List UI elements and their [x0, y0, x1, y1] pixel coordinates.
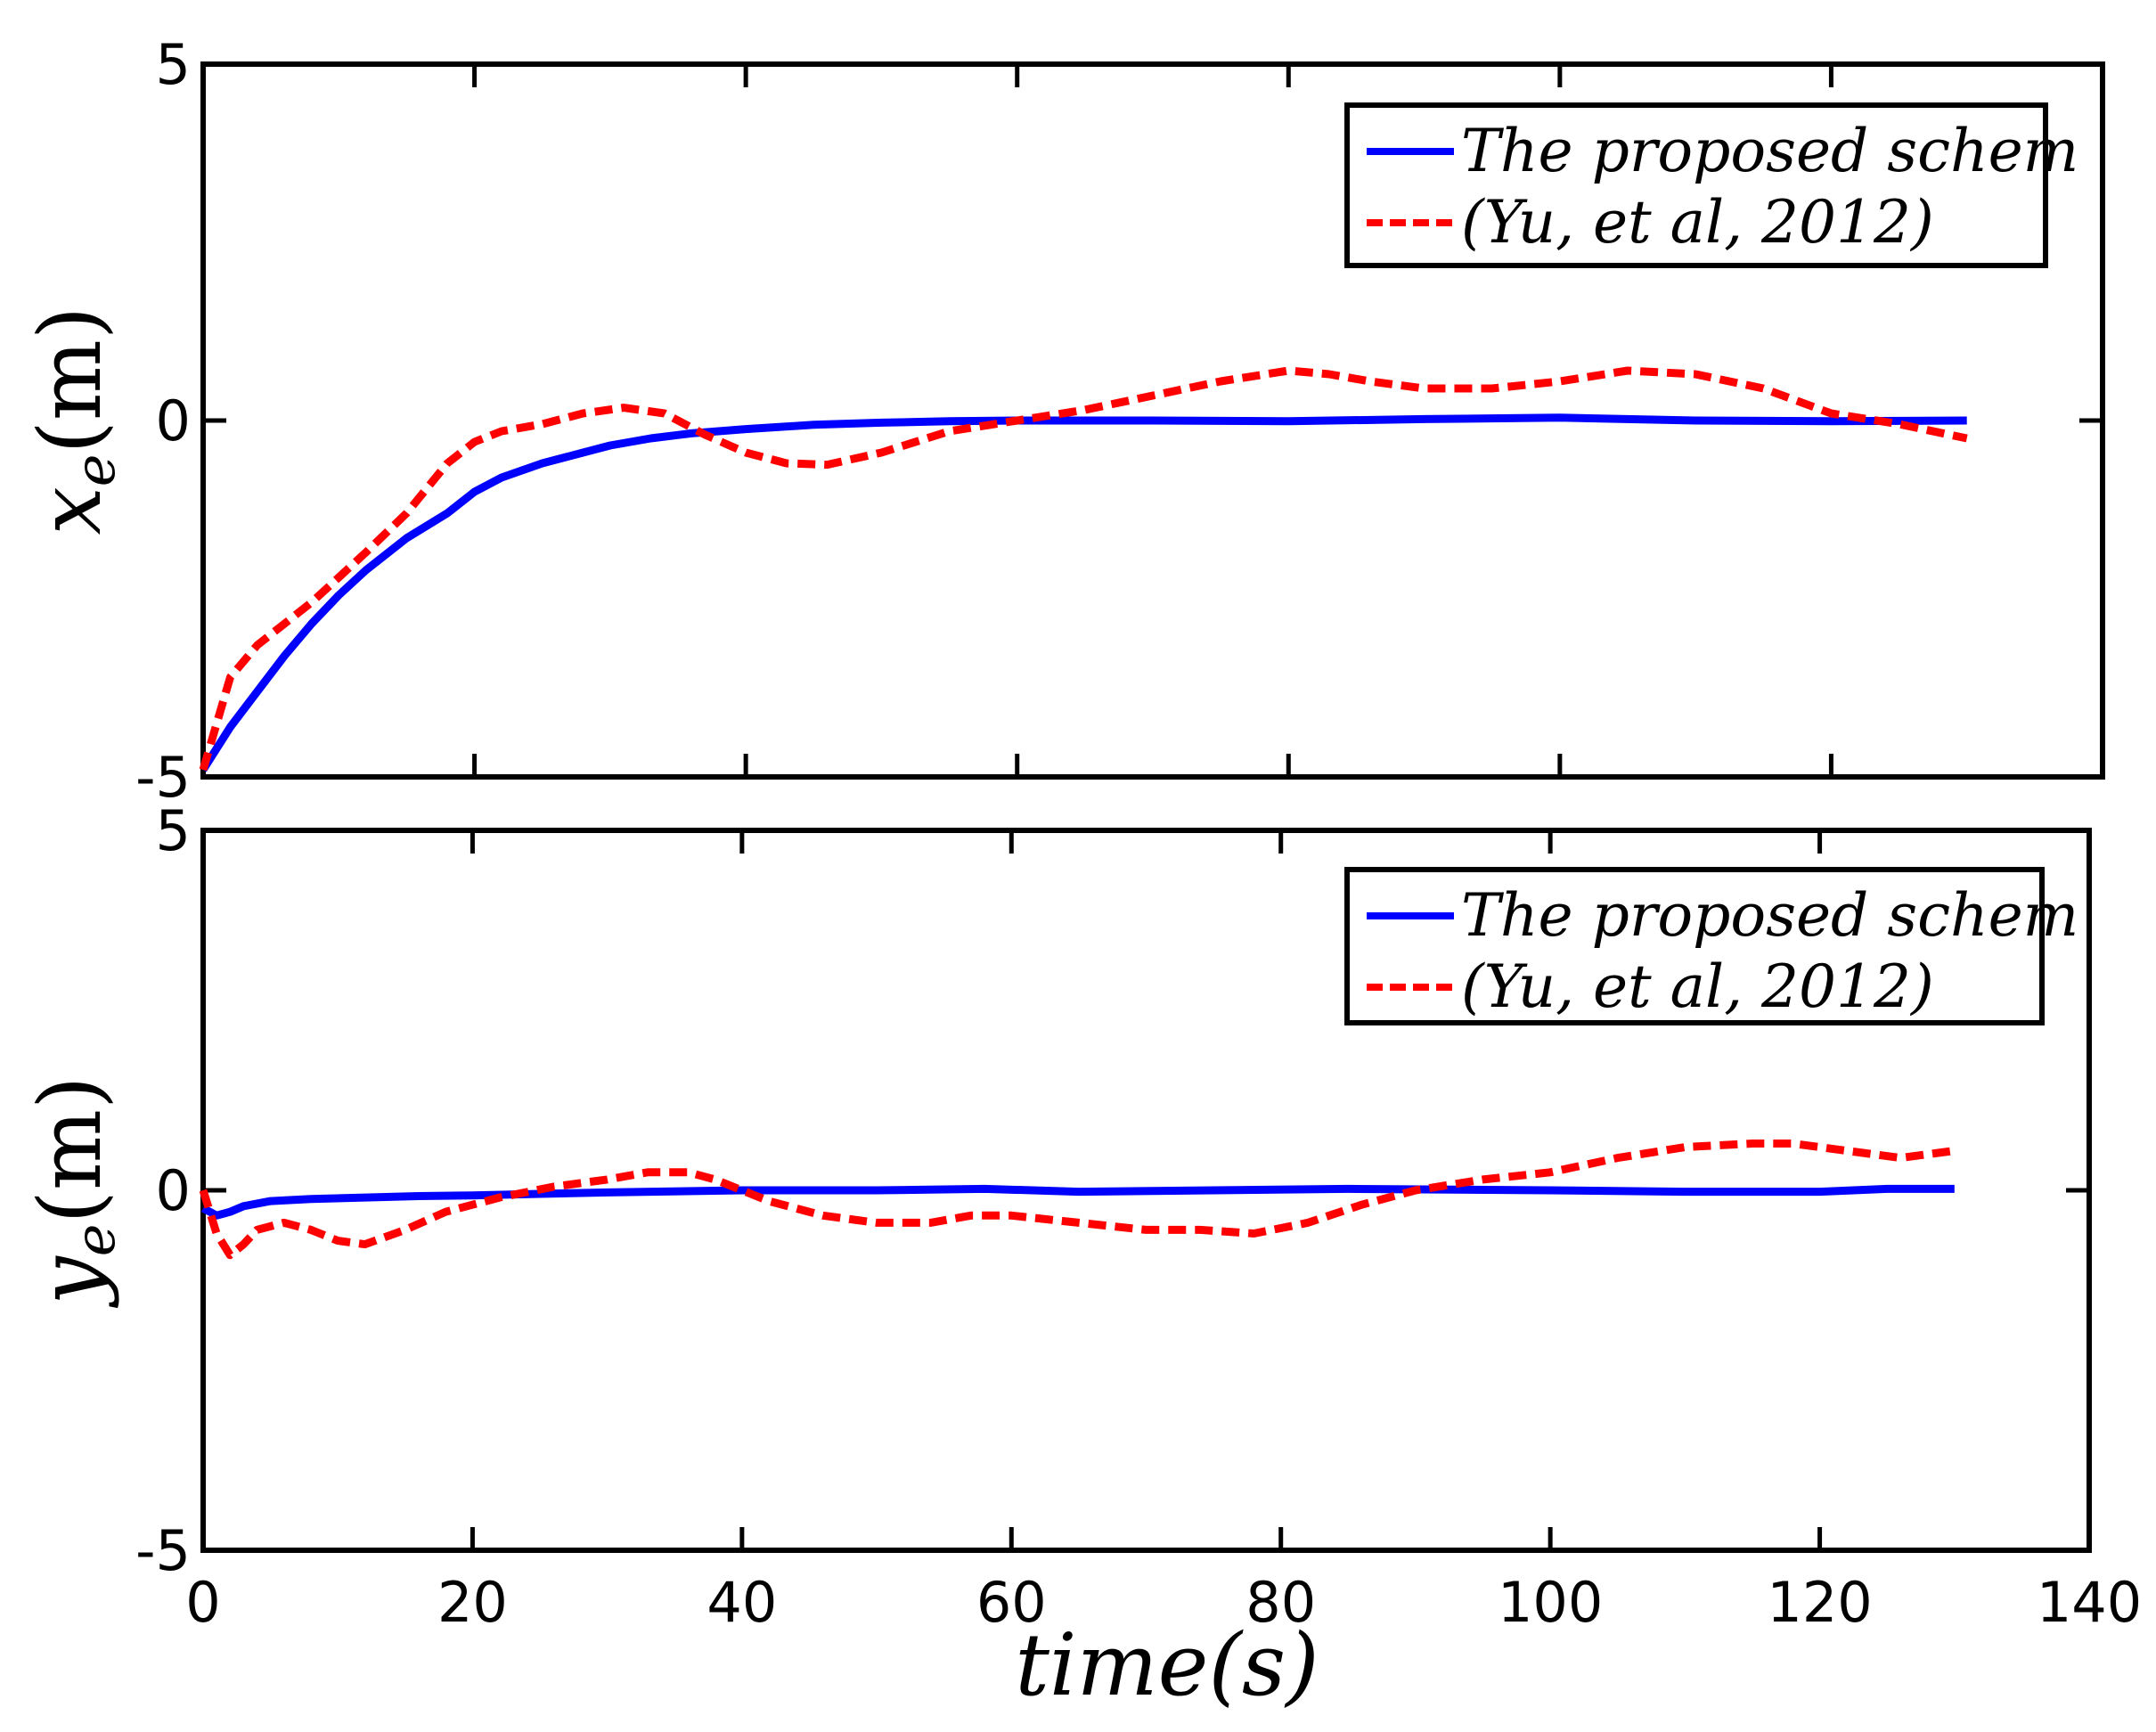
series-line-proposed-scheme [200, 1184, 1955, 1220]
y-tick-label: 5 [156, 32, 191, 97]
legend-label: The proposed schem [1461, 117, 2078, 185]
y-axis-label-base: x [20, 486, 120, 535]
x-tick-label: 0 [185, 1570, 220, 1635]
legend: The proposed schem(Yu, et al, 2012) [1344, 102, 2078, 268]
x-tick-label: 140 [2037, 1570, 2142, 1635]
y-tick-label: 0 [156, 388, 191, 453]
y-tick-label: 5 [156, 798, 191, 863]
legend-box [1344, 102, 2048, 268]
x-tick-label: 80 [1245, 1570, 1316, 1635]
x-tick-label: 120 [1767, 1570, 1872, 1635]
y-axis-label-base: y [20, 1254, 120, 1308]
y-axis-label-sub: e [62, 454, 127, 487]
legend-label: The proposed schem [1461, 881, 2078, 950]
legend-label: (Yu, et al, 2012) [1461, 952, 1934, 1021]
y-axis-label: ye(m) [20, 1076, 127, 1309]
x-tick-label: 100 [1498, 1570, 1603, 1635]
series-line-proposed-scheme [200, 413, 1967, 772]
x-tick-label: 60 [976, 1570, 1047, 1635]
series-line-yu-2012 [199, 366, 1968, 772]
y-tick-label: -5 [135, 745, 191, 810]
series-line-yu-2012 [199, 1140, 1956, 1260]
y-tick-label: -5 [135, 1518, 191, 1583]
x-tick-label: 20 [437, 1570, 508, 1635]
y-tick-label: 0 [156, 1158, 191, 1223]
top-panel: -5 0 5 The proposed schem(Yu, et al, 2012) x… [20, 32, 2105, 810]
y-axis-label-unit: (m) [20, 306, 120, 454]
x-axis-label: time(s) [1015, 1615, 1319, 1715]
legend-box [1344, 867, 2045, 1025]
y-axis-label: xe(m) [20, 306, 127, 535]
legend: The proposed schem(Yu, et al, 2012) [1344, 867, 2078, 1025]
legend-label: (Yu, et al, 2012) [1461, 188, 1934, 257]
y-axis-label-sub: e [62, 1224, 127, 1257]
x-tick-label: 40 [706, 1570, 777, 1635]
y-axis-label-unit: (m) [20, 1076, 120, 1224]
